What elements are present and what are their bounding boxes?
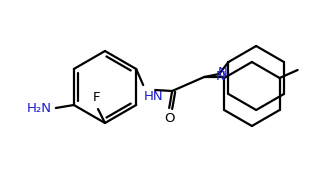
Text: N: N — [215, 70, 225, 83]
Text: O: O — [164, 112, 174, 125]
Text: HN: HN — [144, 90, 164, 103]
Text: N: N — [217, 67, 227, 80]
Text: H₂N: H₂N — [27, 102, 52, 115]
Text: F: F — [93, 91, 101, 104]
